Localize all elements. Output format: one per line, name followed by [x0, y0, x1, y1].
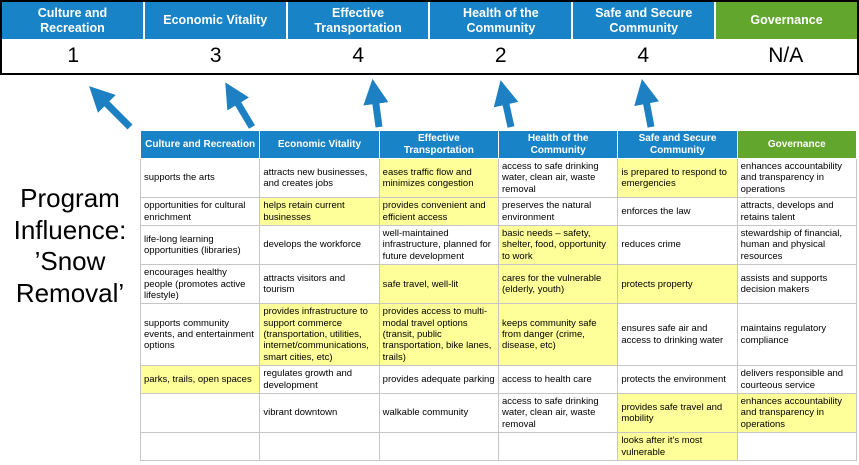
- table-cell: safe travel, well-lit: [378, 264, 499, 305]
- table-cell: [378, 432, 499, 461]
- score-header-culture-and-recreation: Culture and Recreation: [2, 2, 145, 39]
- table-header-governance: Governance: [736, 130, 858, 159]
- table-cell: [139, 393, 261, 434]
- table-row: life-long learning opportunities (librar…: [139, 224, 858, 266]
- table-row: parks, trails, open spaces regulates grow…: [139, 365, 858, 395]
- table-cell: helps retain current businesses: [259, 197, 380, 226]
- table-cell: provides convenient and efficient access: [378, 197, 499, 226]
- table-cell: stewardship of financial, human and phys…: [736, 224, 858, 266]
- table-cell: basic needs – safety, shelter, food, opp…: [497, 224, 619, 266]
- table-cell: provides access to multi-modal travel op…: [378, 303, 499, 367]
- table-cell: [736, 432, 858, 461]
- table-cell: develops the workforce: [259, 224, 380, 266]
- score-arrows: [89, 78, 659, 130]
- score-value-health-of-the-community: 2: [494, 44, 507, 67]
- table-cell: provides adequate parking: [378, 365, 499, 395]
- table-cell: keeps community safe from danger (crime,…: [497, 303, 619, 367]
- table-cell: access to health care: [497, 365, 619, 395]
- score-value-culture-and-recreation: 1: [67, 44, 80, 67]
- table-cell: assists and supports decision makers: [736, 264, 858, 305]
- arrow-up-icon: [634, 78, 659, 128]
- table-header-effective-transportation: Effective Transportation: [378, 130, 499, 159]
- table-header-culture-and-recreation: Culture and Recreation: [139, 130, 261, 159]
- table-cell: attracts new businesses, and creates job…: [259, 157, 380, 199]
- score-row: 1 3 4 2 4 N/A: [2, 39, 857, 73]
- table-row: looks after it's most vulnerable: [139, 432, 858, 461]
- arrow-up-icon: [89, 86, 133, 130]
- table-cell: attracts, develops and retains talent: [736, 197, 858, 226]
- table-cell: cares for the vulnerable (elderly, youth…: [497, 264, 619, 305]
- table-cell: looks after it's most vulnerable: [617, 432, 738, 461]
- table-cell: access to safe drinking water, clean air…: [497, 393, 619, 434]
- score-header-effective-transportation: Effective Transportation: [287, 2, 431, 39]
- table-cell: attracts visitors and tourism: [259, 264, 380, 305]
- score-header-governance: Governance: [716, 2, 857, 39]
- table-cell: enhances accountability and transparency…: [736, 393, 858, 434]
- table-cell: delivers responsible and courteous servi…: [736, 365, 858, 395]
- score-value-effective-transportation: 4: [352, 44, 365, 67]
- table-header-health-of-the-community: Health of the Community: [497, 130, 619, 159]
- table-cell: provides safe travel and mobility: [617, 393, 738, 434]
- score-value-governance: N/A: [768, 44, 804, 67]
- table-cell: maintains regulatory compliance: [736, 303, 858, 367]
- table-cell: well-maintained infrastructure, planned …: [378, 224, 499, 266]
- table-cell: access to safe drinking water, clean air…: [497, 157, 619, 199]
- table-header-economic-vitality: Economic Vitality: [259, 130, 380, 159]
- score-panel-headers: Culture and Recreation Economic Vitality…: [2, 2, 857, 39]
- table-header-safe-and-secure-community: Safe and Secure Community: [617, 130, 738, 159]
- table-cell: supports community events, and entertain…: [139, 303, 261, 367]
- table-cell: [497, 432, 619, 461]
- table-row: supports community events, and entertain…: [139, 303, 858, 367]
- table-cell: [259, 432, 380, 461]
- table-cell: eases traffic flow and minimizes congest…: [378, 157, 499, 199]
- table-cell: ensures safe air and access to drinking …: [617, 303, 738, 367]
- table-cell: opportunities for cultural enrichment: [139, 197, 261, 226]
- table-cell: supports the arts: [139, 157, 261, 199]
- table-cell: parks, trails, open spaces: [139, 365, 261, 395]
- score-panel: Culture and Recreation Economic Vitality…: [0, 0, 859, 75]
- table-cell: vibrant downtown: [259, 393, 380, 434]
- influence-table: Culture and Recreation Economic Vitality…: [139, 130, 858, 461]
- table-cell: protects the environment: [617, 365, 738, 395]
- table-cell: provides infrastructure to support comme…: [259, 303, 380, 367]
- score-value-safe-and-secure-community: 4: [637, 44, 650, 67]
- table-cell: preserves the natural environment: [497, 197, 619, 226]
- table-cell: enhances accountability and transparency…: [736, 157, 858, 199]
- table-cell: protects property: [617, 264, 738, 305]
- table-cell: walkable community: [378, 393, 499, 434]
- table-row: supports the arts attracts new businesses…: [139, 157, 858, 199]
- score-header-health-of-the-community: Health of the Community: [430, 2, 574, 39]
- score-header-safe-and-secure-community: Safe and Secure Community: [573, 2, 717, 39]
- score-header-economic-vitality: Economic Vitality: [144, 2, 288, 39]
- table-row: vibrant downtown walkable community access…: [139, 393, 858, 434]
- program-title: Program Influence: ’Snow Removal’: [13, 183, 127, 309]
- table-cell: [139, 432, 261, 461]
- table-cell: is prepared to respond to emergencies: [617, 157, 738, 199]
- arrow-up-icon: [363, 78, 389, 128]
- influence-table-body: supports the arts attracts new businesses…: [139, 157, 858, 461]
- score-value-economic-vitality: 3: [209, 44, 222, 67]
- table-cell: encourages healthy people (promotes acti…: [139, 264, 261, 305]
- table-cell: enforces the law: [617, 197, 738, 226]
- table-row: opportunities for cultural enrichment hel…: [139, 197, 858, 226]
- table-cell: regulates growth and development: [259, 365, 380, 395]
- arrow-up-icon: [225, 82, 256, 129]
- arrow-up-icon: [493, 80, 519, 128]
- table-cell: reduces crime: [617, 224, 738, 266]
- influence-table-header-row: Culture and Recreation Economic Vitality…: [139, 130, 858, 159]
- table-row: encourages healthy people (promotes acti…: [139, 264, 858, 305]
- table-cell: life-long learning opportunities (librar…: [139, 224, 261, 266]
